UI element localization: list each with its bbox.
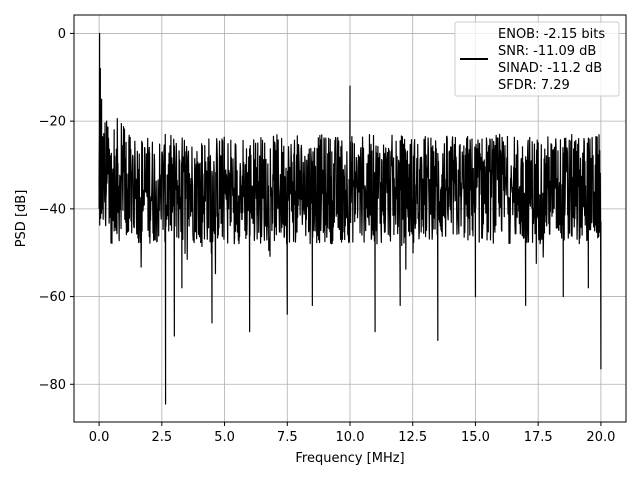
x-tick-label: 0.0 [89,430,110,445]
y-axis: 0 −20 −40 −60 −80 [39,27,74,393]
series-layer [98,32,602,405]
x-tick-label: 2.5 [151,430,172,445]
legend-line-enob: ENOB: -2.15 bits [498,27,605,42]
x-axis-label: Frequency [MHz] [295,451,404,466]
psd-series-line [98,32,602,405]
legend-box [454,21,620,97]
x-tick-label: 10.0 [336,430,365,445]
y-tick-label: 0 [58,27,66,42]
x-tick-label: 20.0 [586,430,615,445]
legend-line-sfdr: SFDR: 7.29 [498,78,570,93]
x-tick-label: 7.5 [277,430,298,445]
y-tick-label: −60 [39,290,66,305]
y-tick-label: −40 [39,202,66,217]
legend: ENOB: -2.15 bits SNR: -11.09 dB SINAD: -… [454,21,620,97]
legend-line-snr: SNR: -11.09 dB [498,44,596,59]
y-axis-label: PSD [dB] [14,190,29,248]
x-tick-label: 15.0 [461,430,490,445]
x-tick-label: 17.5 [524,430,553,445]
x-axis: 0.0 2.5 5.0 7.5 10.0 12.5 15.0 17.5 20.0 [89,422,615,445]
y-tick-label: −20 [39,115,66,130]
y-tick-label: −80 [39,378,66,393]
legend-line-sinad: SINAD: -11.2 dB [498,61,602,76]
x-tick-label: 5.0 [214,430,235,445]
x-tick-label: 12.5 [398,430,427,445]
